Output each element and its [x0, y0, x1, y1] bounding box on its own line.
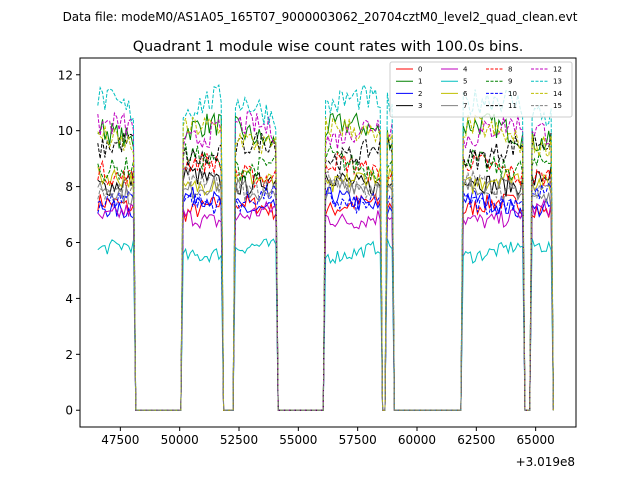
y-tick-label: 8: [65, 180, 73, 194]
legend-label-8: 8: [508, 66, 512, 74]
x-tick-label: 60000: [398, 433, 436, 447]
x-tick-label: 55000: [279, 433, 317, 447]
y-axis: 0 2 4 6 8 10 12: [58, 68, 80, 418]
chart-title: Quadrant 1 module wise count rates with …: [133, 39, 524, 55]
legend-box: [389, 61, 573, 118]
legend-label-9: 9: [508, 78, 512, 86]
y-tick-label: 6: [65, 236, 73, 250]
legend-label-2: 2: [418, 90, 422, 98]
x-tick-label: 50000: [161, 433, 199, 447]
legend-label-15: 15: [553, 102, 562, 110]
legend-label-5: 5: [463, 78, 467, 86]
legend-label-7: 7: [463, 102, 467, 110]
series-line-5: [97, 238, 554, 411]
legend-label-3: 3: [418, 102, 422, 110]
legend-label-0: 0: [418, 66, 422, 74]
legend-label-14: 14: [553, 90, 562, 98]
x-axis: 47500 50000 52500 55000 57500 60000 62500 65000: [101, 427, 555, 447]
legend-label-1: 1: [418, 78, 422, 86]
plot-area: [97, 83, 554, 411]
x-tick-label: 62500: [457, 433, 495, 447]
legend-label-4: 4: [463, 66, 468, 74]
legend-label-6: 6: [463, 90, 468, 98]
figure-suptitle: Data file: modeM0/AS1A05_165T07_90000030…: [63, 10, 578, 24]
x-tick-label: 52500: [220, 433, 258, 447]
x-tick-label: 65000: [517, 433, 555, 447]
legend-label-12: 12: [553, 66, 562, 74]
y-tick-label: 0: [65, 404, 73, 418]
legend-label-11: 11: [508, 102, 517, 110]
legend-label-10: 10: [508, 90, 517, 98]
x-axis-offset-label: +3.019e8: [516, 455, 575, 469]
x-tick-label: 47500: [101, 433, 139, 447]
y-tick-label: 2: [65, 348, 73, 362]
legend-label-13: 13: [553, 78, 562, 86]
x-tick-label: 57500: [339, 433, 377, 447]
y-tick-label: 12: [58, 68, 73, 82]
y-tick-label: 10: [58, 124, 73, 138]
series-line-15: [97, 165, 554, 411]
y-tick-label: 4: [65, 292, 73, 306]
